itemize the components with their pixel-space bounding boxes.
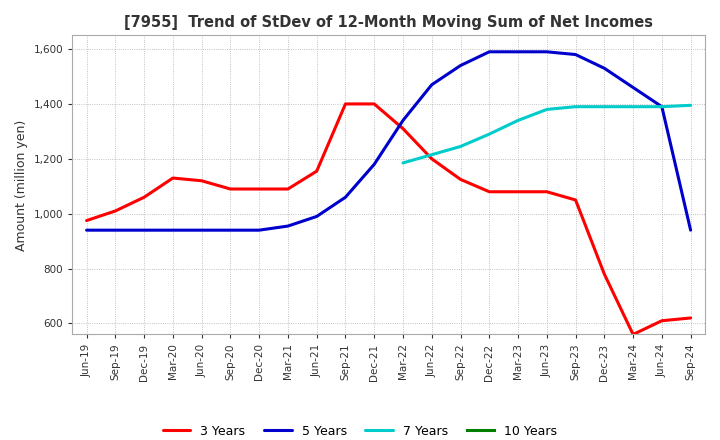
5 Years <box>168 227 177 233</box>
3 Years <box>284 187 292 192</box>
7 Years <box>657 104 666 109</box>
5 Years <box>542 49 551 55</box>
3 Years <box>686 315 695 321</box>
Line: 3 Years: 3 Years <box>86 104 690 334</box>
7 Years <box>571 104 580 109</box>
5 Years <box>657 104 666 109</box>
3 Years <box>111 208 120 213</box>
5 Years <box>485 49 494 55</box>
Y-axis label: Amount (million yen): Amount (million yen) <box>15 119 28 250</box>
5 Years <box>312 214 321 219</box>
3 Years <box>571 198 580 203</box>
5 Years <box>571 52 580 57</box>
5 Years <box>255 227 264 233</box>
7 Years <box>629 104 637 109</box>
5 Years <box>686 227 695 233</box>
3 Years <box>312 169 321 174</box>
3 Years <box>341 101 350 106</box>
3 Years <box>513 189 522 194</box>
7 Years <box>600 104 608 109</box>
7 Years <box>399 160 408 165</box>
5 Years <box>370 161 379 167</box>
5 Years <box>111 227 120 233</box>
5 Years <box>284 224 292 229</box>
3 Years <box>82 218 91 223</box>
7 Years <box>542 107 551 112</box>
5 Years <box>513 49 522 55</box>
5 Years <box>456 63 465 68</box>
5 Years <box>399 118 408 123</box>
5 Years <box>629 85 637 90</box>
Legend: 3 Years, 5 Years, 7 Years, 10 Years: 3 Years, 5 Years, 7 Years, 10 Years <box>158 420 562 440</box>
7 Years <box>686 103 695 108</box>
3 Years <box>428 156 436 161</box>
3 Years <box>197 178 206 183</box>
5 Years <box>226 227 235 233</box>
3 Years <box>456 177 465 182</box>
Line: 5 Years: 5 Years <box>86 52 690 230</box>
5 Years <box>140 227 148 233</box>
3 Years <box>600 271 608 277</box>
5 Years <box>197 227 206 233</box>
3 Years <box>168 176 177 181</box>
3 Years <box>657 318 666 323</box>
7 Years <box>456 144 465 149</box>
3 Years <box>542 189 551 194</box>
5 Years <box>600 66 608 71</box>
3 Years <box>399 126 408 131</box>
Line: 7 Years: 7 Years <box>403 105 690 163</box>
3 Years <box>255 187 264 192</box>
Title: [7955]  Trend of StDev of 12-Month Moving Sum of Net Incomes: [7955] Trend of StDev of 12-Month Moving… <box>124 15 653 30</box>
3 Years <box>140 194 148 200</box>
3 Years <box>226 187 235 192</box>
5 Years <box>82 227 91 233</box>
3 Years <box>485 189 494 194</box>
7 Years <box>513 118 522 123</box>
3 Years <box>629 332 637 337</box>
7 Years <box>428 152 436 158</box>
5 Years <box>341 194 350 200</box>
7 Years <box>485 132 494 137</box>
3 Years <box>370 101 379 106</box>
5 Years <box>428 82 436 88</box>
